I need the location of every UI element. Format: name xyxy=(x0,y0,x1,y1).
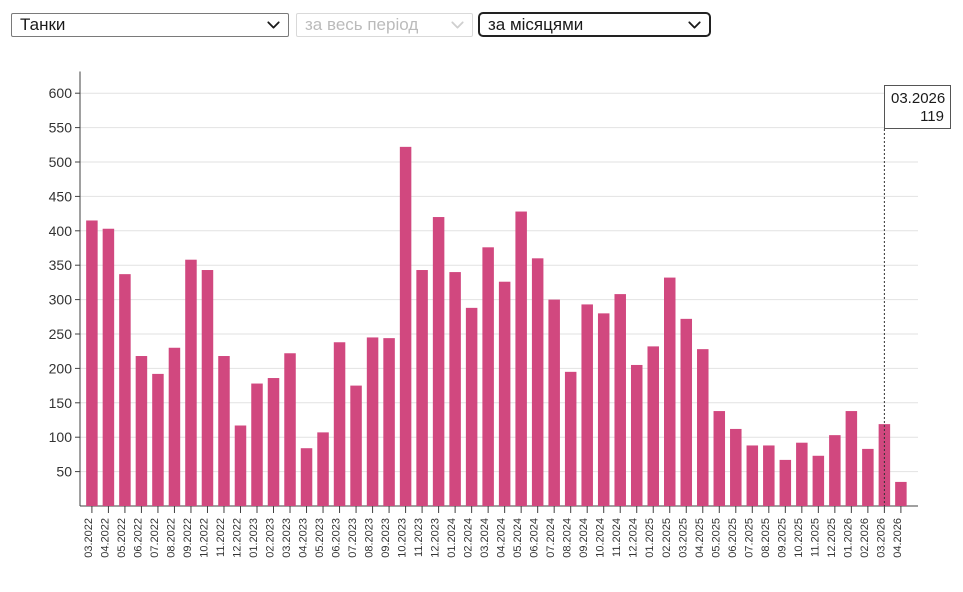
svg-text:09.2025: 09.2025 xyxy=(776,518,788,558)
svg-text:03.2022: 03.2022 xyxy=(83,518,95,558)
svg-text:09.2024: 09.2024 xyxy=(578,518,590,558)
svg-text:01.2025: 01.2025 xyxy=(644,518,656,558)
svg-text:02.2025: 02.2025 xyxy=(661,518,673,558)
svg-text:09.2023: 09.2023 xyxy=(380,518,392,558)
svg-text:06.2025: 06.2025 xyxy=(727,518,739,558)
svg-text:400: 400 xyxy=(49,223,73,239)
svg-text:07.2025: 07.2025 xyxy=(743,518,755,558)
svg-text:300: 300 xyxy=(49,292,73,308)
svg-text:03.2025: 03.2025 xyxy=(677,518,689,558)
svg-text:06.2024: 06.2024 xyxy=(529,518,541,558)
svg-text:10.2024: 10.2024 xyxy=(595,518,607,558)
svg-text:08.2025: 08.2025 xyxy=(760,518,772,558)
svg-text:04.2022: 04.2022 xyxy=(99,518,111,558)
svg-text:150: 150 xyxy=(49,395,73,411)
svg-text:03.2026: 03.2026 xyxy=(875,518,887,558)
svg-text:07.2024: 07.2024 xyxy=(545,518,557,558)
svg-text:12.2023: 12.2023 xyxy=(430,518,442,558)
svg-text:500: 500 xyxy=(49,154,73,170)
svg-text:11.2025: 11.2025 xyxy=(809,518,821,557)
svg-text:05.2025: 05.2025 xyxy=(710,518,722,558)
svg-text:03.2023: 03.2023 xyxy=(281,518,293,558)
svg-text:11.2024: 11.2024 xyxy=(611,518,623,557)
svg-text:05.2022: 05.2022 xyxy=(116,518,128,558)
svg-text:10.2025: 10.2025 xyxy=(793,518,805,558)
svg-text:08.2022: 08.2022 xyxy=(165,518,177,558)
svg-text:07.2022: 07.2022 xyxy=(149,518,161,558)
svg-text:02.2024: 02.2024 xyxy=(463,518,475,558)
svg-text:12.2022: 12.2022 xyxy=(231,518,243,558)
svg-text:04.2023: 04.2023 xyxy=(298,518,310,558)
svg-text:11.2022: 11.2022 xyxy=(215,518,227,557)
svg-text:09.2022: 09.2022 xyxy=(182,518,194,558)
svg-text:01.2023: 01.2023 xyxy=(248,518,260,558)
svg-text:11.2023: 11.2023 xyxy=(413,518,425,557)
svg-text:04.2025: 04.2025 xyxy=(694,518,706,558)
svg-text:05.2024: 05.2024 xyxy=(512,518,524,558)
svg-text:10.2022: 10.2022 xyxy=(198,518,210,558)
svg-text:450: 450 xyxy=(49,188,73,204)
svg-text:05.2023: 05.2023 xyxy=(314,518,326,558)
svg-text:02.2026: 02.2026 xyxy=(859,518,871,558)
svg-text:12.2024: 12.2024 xyxy=(628,518,640,558)
svg-text:08.2023: 08.2023 xyxy=(364,518,376,558)
svg-text:06.2023: 06.2023 xyxy=(331,518,343,558)
svg-text:100: 100 xyxy=(49,429,73,445)
svg-text:08.2024: 08.2024 xyxy=(562,518,574,558)
svg-text:04.2026: 04.2026 xyxy=(892,518,904,558)
svg-text:06.2022: 06.2022 xyxy=(132,518,144,558)
svg-text:600: 600 xyxy=(49,85,73,101)
svg-text:550: 550 xyxy=(49,120,73,136)
svg-text:02.2023: 02.2023 xyxy=(265,518,277,558)
svg-text:04.2024: 04.2024 xyxy=(496,518,508,558)
svg-text:250: 250 xyxy=(49,326,73,342)
svg-text:01.2024: 01.2024 xyxy=(446,518,458,558)
svg-text:12.2025: 12.2025 xyxy=(826,518,838,558)
svg-text:50: 50 xyxy=(56,464,72,480)
svg-text:10.2023: 10.2023 xyxy=(397,518,409,558)
svg-text:07.2023: 07.2023 xyxy=(347,518,359,558)
svg-text:03.2024: 03.2024 xyxy=(479,518,491,558)
svg-text:200: 200 xyxy=(49,360,73,376)
svg-text:01.2026: 01.2026 xyxy=(842,518,854,558)
svg-text:350: 350 xyxy=(49,257,73,273)
